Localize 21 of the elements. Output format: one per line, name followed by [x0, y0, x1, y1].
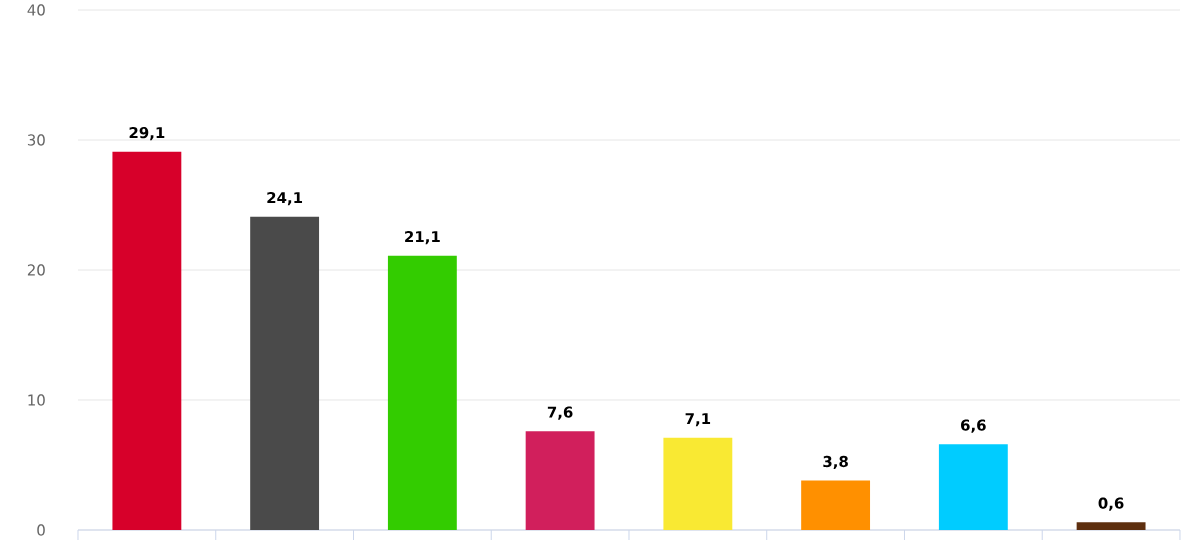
- data-label: 0,6: [1098, 497, 1124, 511]
- bar: [387, 255, 457, 530]
- bar: [250, 216, 320, 530]
- data-label: 7,1: [685, 413, 711, 427]
- bar: [801, 480, 871, 530]
- bar: [663, 437, 733, 530]
- data-label: 24,1: [267, 191, 303, 206]
- y-tick-label: 40: [27, 4, 45, 16]
- bar: [938, 444, 1008, 530]
- bar: [525, 431, 595, 530]
- bar: [1076, 522, 1146, 530]
- y-tick-label: 20: [27, 264, 45, 276]
- data-label: 3,8: [823, 455, 848, 470]
- bar: [112, 151, 182, 530]
- data-label: 21,1: [405, 230, 440, 245]
- y-tick-label: 0: [37, 524, 45, 536]
- y-tick-label: 10: [28, 394, 45, 406]
- data-label: 7,6: [547, 406, 573, 420]
- y-tick-label: 30: [27, 134, 45, 146]
- data-label: 29,1: [129, 126, 165, 141]
- data-label: 6,6: [961, 419, 986, 433]
